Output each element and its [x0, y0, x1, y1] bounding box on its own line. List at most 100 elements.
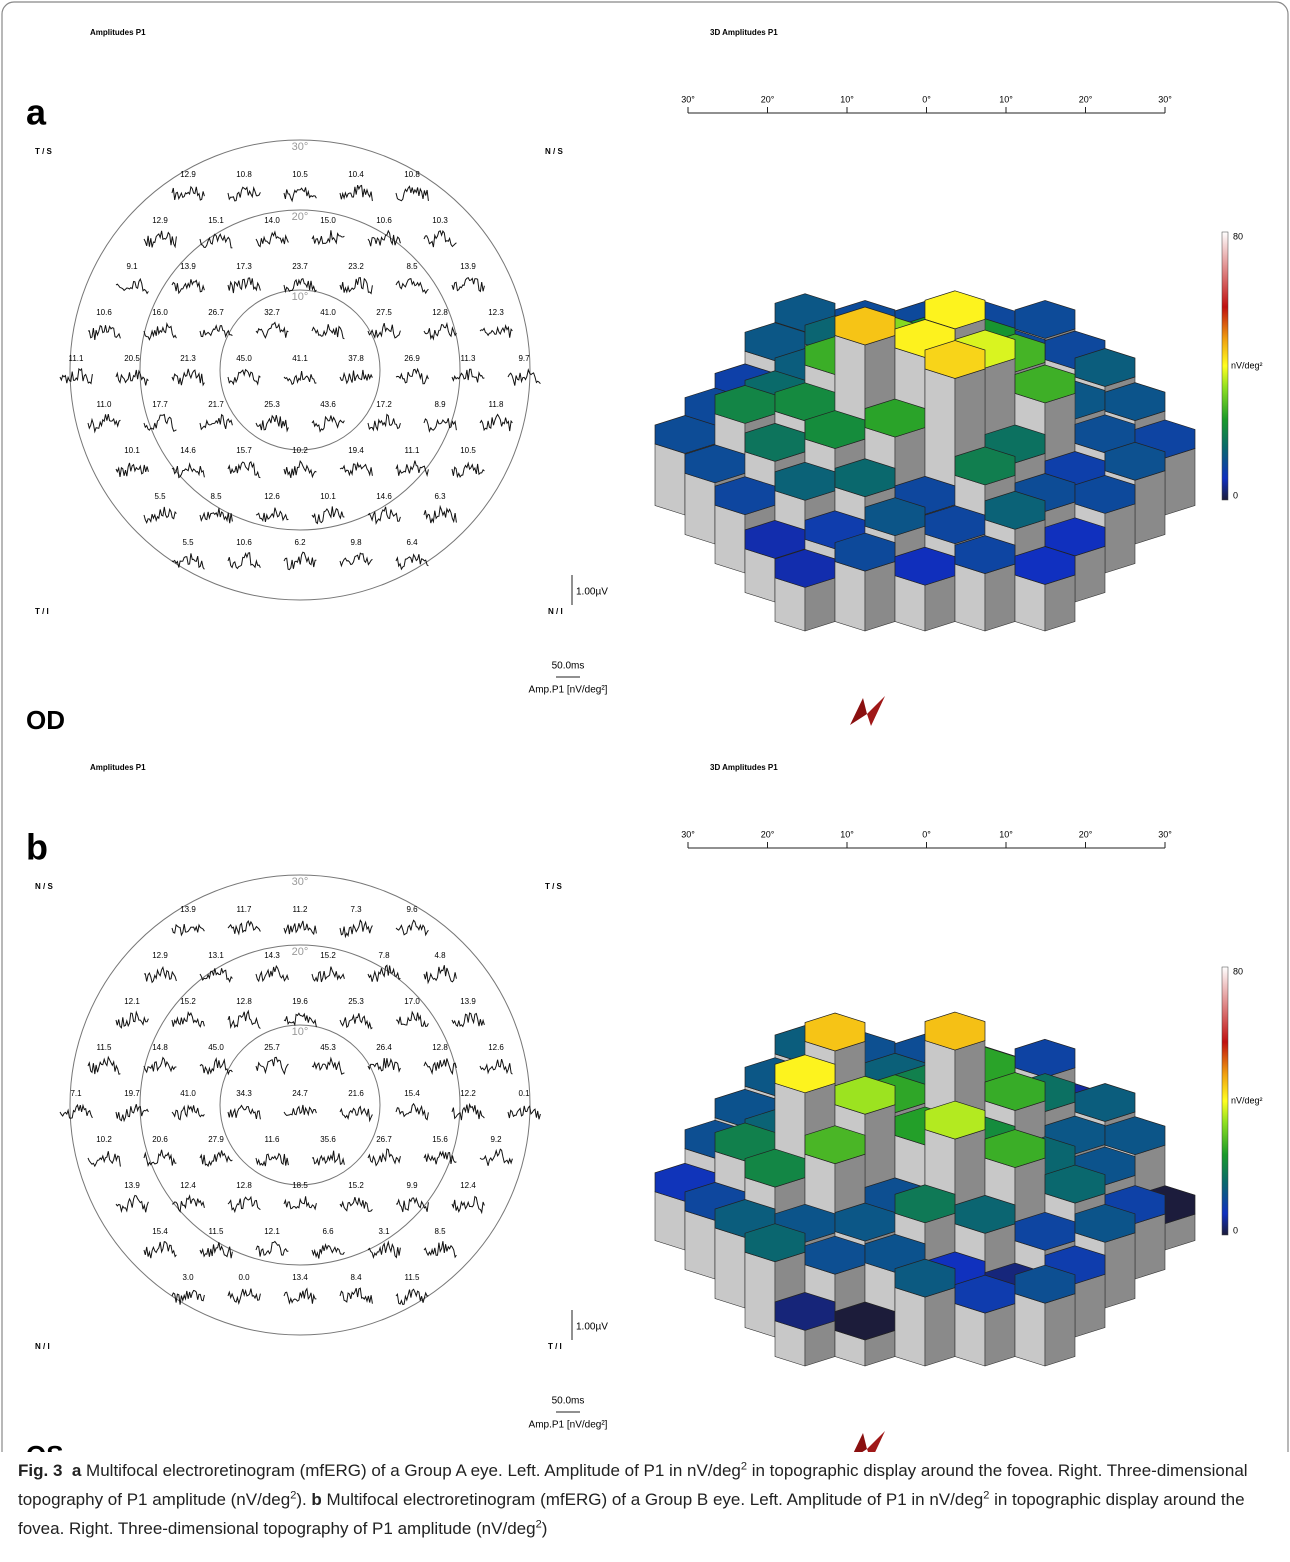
waveform [311, 415, 345, 433]
caption-text: in topographic display around the fovea.… [18, 1461, 1248, 1509]
amplitude-value: 15.2 [320, 951, 336, 960]
amplitude-value: 15.6 [432, 1135, 448, 1144]
amplitude-value: 26.4 [376, 1043, 392, 1052]
waveform [115, 277, 149, 295]
amplitude-value: 10.2 [96, 1135, 112, 1144]
amplitude-value: 12.9 [152, 216, 168, 225]
waveform [451, 1012, 485, 1028]
colorbar-min: 0 [1233, 1225, 1238, 1235]
amplitude-value: 7.1 [70, 1089, 82, 1098]
waveform [171, 1194, 205, 1213]
waveform [339, 552, 373, 568]
amplitude-value: 15.4 [404, 1089, 420, 1098]
waveform [171, 279, 205, 295]
prism-side-left [714, 504, 746, 574]
waveform [423, 418, 457, 433]
waveform [59, 1103, 93, 1119]
amplitude-value: 14.3 [264, 951, 280, 960]
prism-side-left [684, 1210, 716, 1280]
amplitude-value: 11.5 [209, 1227, 225, 1236]
waveform [367, 229, 401, 247]
amplitude-value: 5.5 [154, 492, 166, 501]
waveform [171, 1104, 205, 1121]
waveform [87, 325, 121, 340]
angle-tick-label: 20° [761, 829, 775, 839]
amplitude-value: 7.8 [378, 951, 390, 960]
amplitude-value: 11.7 [237, 905, 253, 914]
waveform [283, 1287, 317, 1305]
amplitude-cell [894, 1184, 956, 1224]
amplitude-cell [1014, 546, 1076, 585]
amplitude-value: 13.9 [180, 262, 196, 271]
amplitude-value: 34.3 [236, 1089, 252, 1098]
eye-label: OS [26, 1440, 64, 1452]
logo-part [867, 1431, 885, 1452]
amplitude-scale-label: 1.00µV [576, 1322, 608, 1333]
time-scale-label: 50.0ms [552, 1396, 585, 1407]
waveform [143, 1241, 177, 1259]
amplitude-value: 13.9 [460, 262, 476, 271]
logo-part [853, 1433, 867, 1452]
waveform [395, 460, 429, 477]
amplitude-value: 15.7 [236, 446, 252, 455]
waveform [395, 1010, 429, 1028]
quadrant-label: T / I [35, 607, 49, 616]
ring-label: 30° [292, 876, 309, 888]
waveform [395, 553, 429, 571]
ring-label: 20° [292, 946, 309, 958]
waveform [339, 1196, 373, 1212]
caption-text: ) [541, 1519, 548, 1538]
prism-side-right [984, 1303, 1016, 1367]
amplitude-value: 12.6 [488, 1043, 504, 1052]
prism-side-left [834, 561, 866, 632]
amplitude-value: 41.0 [320, 308, 336, 317]
amplitude-value: 7.3 [350, 905, 362, 914]
amplitude-value: 11.0 [97, 400, 113, 409]
amplitude-value: 12.1 [264, 1227, 280, 1236]
waveform [87, 1151, 121, 1168]
waveform [283, 187, 317, 203]
eccentricity-ring [139, 944, 461, 1266]
waveform [451, 368, 485, 383]
angle-tick-label: 30° [1158, 94, 1172, 104]
ring-label: 20° [292, 211, 309, 223]
amplitude-value: 12.8 [236, 1181, 252, 1190]
amplitude-value: 3.0 [182, 1273, 194, 1282]
waveform [255, 507, 289, 523]
amplitude-value: 15.4 [152, 1227, 168, 1236]
angle-tick-label: 20° [1079, 94, 1093, 104]
waveform [423, 1150, 457, 1165]
prism-side-right [1134, 470, 1166, 545]
amplitude-value: 17.0 [404, 997, 420, 1006]
amplitude-value: 11.2 [293, 905, 309, 914]
amplitude-cell [1104, 1116, 1166, 1156]
amplitude-value: 11.8 [489, 400, 505, 409]
waveform [339, 276, 373, 295]
amplitude-value: 23.7 [292, 262, 308, 271]
amplitude-value: 19.7 [124, 1089, 140, 1098]
waveform [367, 1148, 401, 1167]
amplitude-value: 12.8 [432, 308, 448, 317]
waveform [199, 413, 233, 431]
amplitude-value: 15.0 [320, 216, 336, 225]
amplitude-cell [774, 1054, 836, 1094]
waveform [423, 230, 457, 248]
quadrant-label: N / I [35, 1342, 50, 1351]
amplitude-value: 43.6 [320, 400, 336, 409]
amplitude-cell [954, 1194, 1016, 1234]
amplitude-value: 9.6 [406, 905, 418, 914]
unit-label: Amp.P1 [nV/deg²] [529, 1420, 608, 1431]
amplitude-cell [984, 490, 1046, 530]
amplitude-cell [924, 1011, 986, 1051]
angle-tick-label: 10° [999, 829, 1013, 839]
amplitude-value: 11.1 [69, 354, 85, 363]
amplitude-value: 21.3 [180, 354, 196, 363]
waveform [143, 413, 177, 432]
amplitude-value: 9.7 [518, 354, 530, 363]
amplitude-value: 25.3 [264, 400, 280, 409]
eye-label: OD [26, 705, 65, 735]
waveform [283, 920, 317, 936]
caption-label: Fig. 3 [18, 1461, 63, 1480]
waveform [171, 553, 205, 570]
colorbar-unit: nV/deg² [1231, 360, 1263, 370]
